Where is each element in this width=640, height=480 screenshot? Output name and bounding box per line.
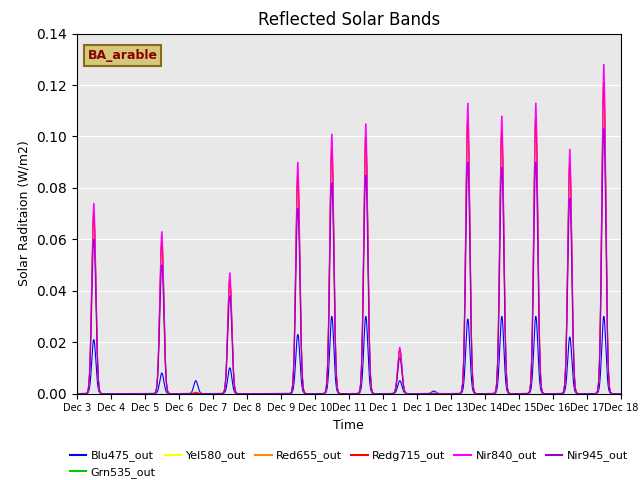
- Redg715_out: [124, 391, 132, 396]
- Blu475_out: [124, 391, 132, 396]
- Redg715_out: [436, 391, 444, 396]
- Text: BA_arable: BA_arable: [88, 49, 157, 62]
- Grn535_out: [124, 391, 132, 396]
- Line: Nir840_out: Nir840_out: [77, 64, 621, 394]
- Grn535_out: [499, 171, 507, 177]
- Title: Reflected Solar Bands: Reflected Solar Bands: [258, 11, 440, 29]
- Redg715_out: [491, 390, 499, 396]
- Yel580_out: [124, 391, 132, 396]
- Nir840_out: [600, 61, 607, 67]
- Red655_out: [425, 391, 433, 396]
- Yel580_out: [73, 391, 81, 396]
- Legend: Blu475_out, Grn535_out, Yel580_out, Red655_out, Redg715_out, Nir840_out, Nir945_: Blu475_out, Grn535_out, Yel580_out, Red6…: [65, 446, 632, 480]
- Nir840_out: [617, 391, 625, 396]
- Yel580_out: [499, 179, 507, 184]
- Blu475_out: [475, 391, 483, 396]
- Blu475_out: [491, 391, 499, 396]
- Nir840_out: [499, 151, 507, 156]
- Line: Blu475_out: Blu475_out: [77, 316, 621, 394]
- Redg715_out: [167, 391, 175, 396]
- Grn535_out: [436, 391, 444, 396]
- Blu475_out: [617, 391, 625, 396]
- Nir945_out: [475, 391, 483, 396]
- Yel580_out: [617, 391, 625, 396]
- Yel580_out: [167, 391, 175, 396]
- Grn535_out: [491, 390, 499, 396]
- Red655_out: [617, 391, 625, 396]
- Grn535_out: [600, 92, 607, 97]
- Yel580_out: [425, 391, 433, 396]
- Nir840_out: [73, 391, 81, 396]
- Nir945_out: [73, 391, 81, 396]
- Y-axis label: Solar Raditaion (W/m2): Solar Raditaion (W/m2): [18, 141, 31, 287]
- Redg715_out: [425, 391, 433, 396]
- Nir945_out: [499, 195, 507, 201]
- Nir945_out: [491, 390, 499, 396]
- Line: Yel580_out: Yel580_out: [77, 105, 621, 394]
- Nir945_out: [166, 391, 174, 396]
- X-axis label: Time: Time: [333, 419, 364, 432]
- Grn535_out: [73, 391, 81, 396]
- Redg715_out: [499, 163, 507, 168]
- Grn535_out: [167, 391, 175, 396]
- Redg715_out: [600, 79, 607, 85]
- Nir840_out: [436, 391, 444, 396]
- Red655_out: [600, 87, 607, 93]
- Blu475_out: [425, 391, 433, 396]
- Red655_out: [475, 391, 483, 396]
- Redg715_out: [617, 391, 625, 396]
- Line: Redg715_out: Redg715_out: [77, 82, 621, 394]
- Blu475_out: [73, 391, 81, 396]
- Yel580_out: [436, 391, 444, 396]
- Grn535_out: [617, 391, 625, 396]
- Yel580_out: [491, 390, 499, 396]
- Nir840_out: [475, 391, 483, 396]
- Yel580_out: [475, 391, 483, 396]
- Redg715_out: [73, 391, 81, 396]
- Grn535_out: [425, 391, 433, 396]
- Nir945_out: [425, 391, 433, 396]
- Line: Grn535_out: Grn535_out: [77, 95, 621, 394]
- Blu475_out: [167, 391, 175, 396]
- Yel580_out: [600, 102, 607, 108]
- Grn535_out: [475, 391, 483, 396]
- Line: Red655_out: Red655_out: [77, 90, 621, 394]
- Nir945_out: [617, 391, 625, 396]
- Nir945_out: [600, 126, 607, 132]
- Red655_out: [124, 391, 132, 396]
- Red655_out: [167, 391, 175, 396]
- Red655_out: [491, 390, 499, 396]
- Nir945_out: [430, 391, 438, 396]
- Redg715_out: [475, 391, 483, 396]
- Nir840_out: [491, 390, 499, 396]
- Red655_out: [436, 391, 444, 396]
- Nir840_out: [430, 391, 438, 396]
- Red655_out: [499, 168, 507, 174]
- Blu475_out: [600, 313, 607, 319]
- Nir840_out: [166, 391, 174, 396]
- Line: Nir945_out: Nir945_out: [77, 129, 621, 394]
- Red655_out: [73, 391, 81, 396]
- Blu475_out: [499, 324, 507, 330]
- Blu475_out: [436, 391, 444, 396]
- Nir945_out: [436, 391, 444, 396]
- Nir840_out: [425, 391, 433, 396]
